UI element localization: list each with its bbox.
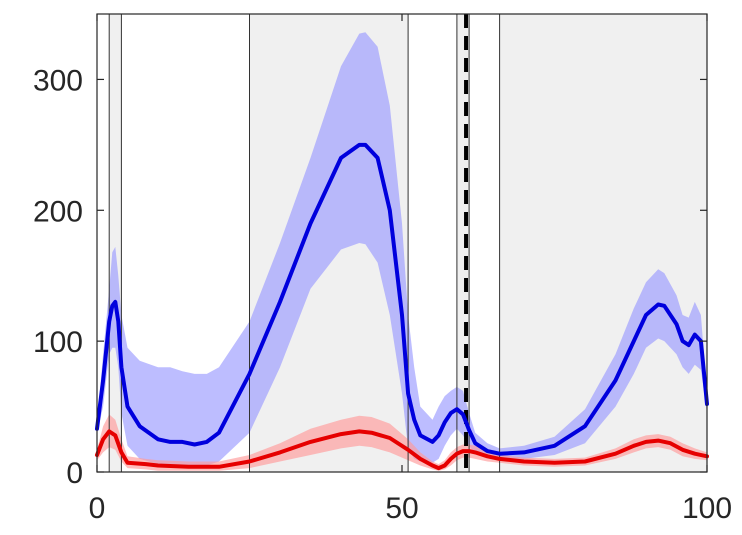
y-tick-label-0: 0 bbox=[66, 457, 83, 490]
y-tick-label-3: 300 bbox=[33, 64, 83, 97]
y-tick-label-1: 100 bbox=[33, 326, 83, 359]
axes bbox=[96, 13, 708, 473]
series-lines bbox=[95, 142, 709, 471]
series-line-0 bbox=[95, 142, 709, 456]
tick-labels: 0 50 100 0 100 200 300 bbox=[33, 64, 732, 525]
x-tick-label-1: 50 bbox=[385, 492, 418, 525]
series-line-1 bbox=[95, 429, 709, 471]
y-tick-label-2: 200 bbox=[33, 195, 83, 228]
x-tick-label-2: 100 bbox=[682, 492, 732, 525]
shaded-region-0 bbox=[109, 14, 122, 472]
x-tick-label-0: 0 bbox=[89, 492, 106, 525]
